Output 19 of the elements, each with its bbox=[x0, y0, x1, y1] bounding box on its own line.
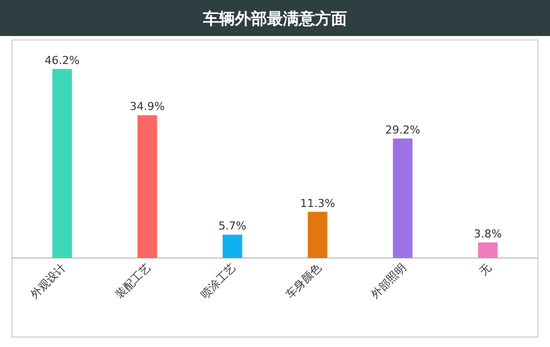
data-label: 5.7% bbox=[218, 220, 246, 233]
bar bbox=[52, 69, 72, 258]
x-tick-label: 喷涂工艺 bbox=[198, 260, 239, 302]
chart-title: 车辆外部最满意方面 bbox=[202, 9, 347, 28]
x-tick-label: 装配工艺 bbox=[113, 260, 154, 302]
data-label: 34.9% bbox=[130, 100, 165, 114]
bar bbox=[137, 115, 158, 258]
data-label: 3.8% bbox=[474, 227, 502, 240]
x-tick-label: 无 bbox=[477, 260, 494, 278]
data-label: 46.2% bbox=[44, 54, 80, 67]
x-tick-label: 外部照明 bbox=[368, 260, 409, 302]
bar bbox=[308, 212, 328, 258]
bar bbox=[478, 242, 498, 258]
x-tick-label: 车身颜色 bbox=[283, 260, 324, 302]
bar bbox=[392, 138, 413, 258]
bar bbox=[222, 234, 242, 258]
data-label: 29.2% bbox=[385, 124, 420, 137]
x-tick-label: 外观设计 bbox=[28, 260, 68, 302]
data-label: 11.3% bbox=[300, 196, 336, 210]
